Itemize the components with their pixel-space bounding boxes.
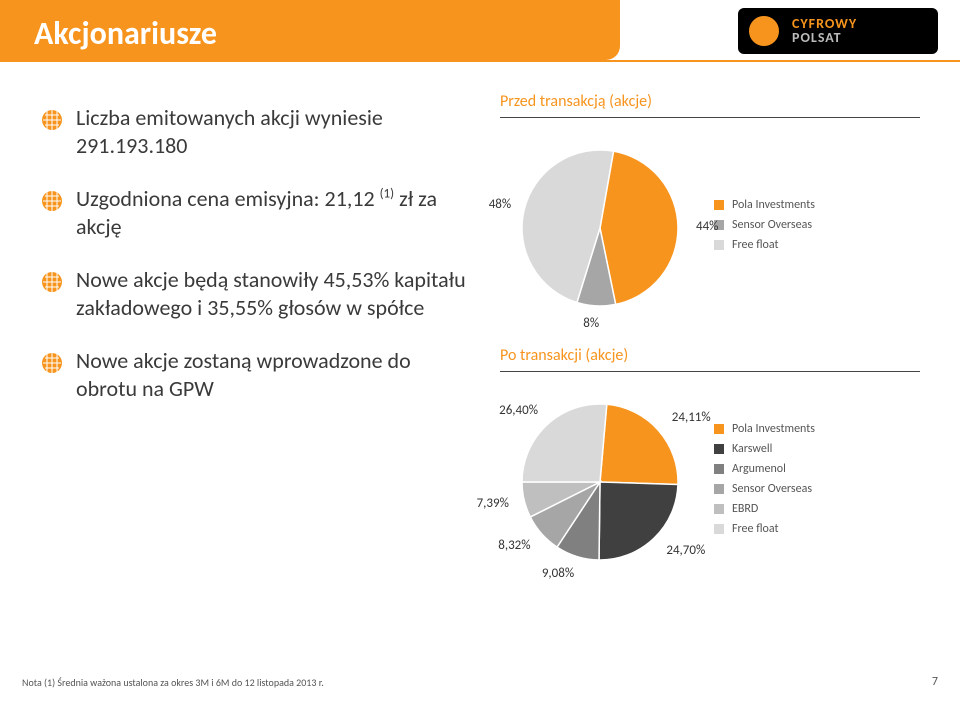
legend-item: Sensor Overseas [714,482,815,496]
pie-slice-label: 24,11% [672,410,711,425]
legend-label: Sensor Overseas [732,482,812,496]
slide: Akcjonariusze CYFROWY POLSAT Liczba emit… [0,0,960,707]
legend-item: Sensor Overseas [714,218,815,232]
pie-slice-label: 7,39% [477,496,509,511]
list-item: Liczba emitowanych akcji wyniesie 291.19… [40,104,470,159]
legend-swatch [714,444,724,454]
legend-swatch [714,464,724,474]
pie-slice-label: 8,32% [498,538,530,553]
legend-label: Sensor Overseas [732,218,812,232]
legend-swatch [714,200,724,210]
legend-item: Free float [714,522,815,536]
chart2-title: Po transakcji (akcje) [500,346,920,365]
legend-swatch [714,240,724,250]
chart2-area: 24,11%24,70%9,08%8,32%7,39%26,40% Pola I… [500,382,920,582]
bullet-icon [40,270,64,294]
page-title: Akcjonariusze [34,14,217,53]
legend-label: Free float [732,238,779,252]
charts-column: Przed transakcją (akcje) 44%8%48% Pola I… [500,92,920,600]
pie-slice-label: 44% [696,219,718,234]
globe-icon [744,11,784,51]
legend-label: Free float [732,522,779,536]
pie-slice [600,404,678,484]
bullet-text: Nowe akcje zostaną wprowadzone do obrotu… [76,347,470,402]
bullet-text: Nowe akcje będą stanowiły 45,53% kapitał… [76,266,470,321]
bullet-icon [40,108,64,132]
bullet-list: Liczba emitowanych akcji wyniesie 291.19… [40,104,470,428]
header-underline [0,60,960,62]
legend-swatch [714,504,724,514]
brand-logo: CYFROWY POLSAT [738,8,938,54]
legend-label: Pola Investments [732,198,815,212]
chart1-pie: 44%8%48% [500,128,700,328]
bullet-text: Uzgodniona cena emisyjna: 21,12 (1) zł z… [76,185,470,240]
legend-item: Karswell [714,442,815,456]
chart1-legend: Pola Investments Sensor Overseas Free floa… [714,198,815,258]
pie-slice-label: 26,40% [499,403,538,418]
pie-slice-label: 24,70% [666,543,705,558]
list-item: Nowe akcje zostaną wprowadzone do obrotu… [40,347,470,402]
bullet-text: Liczba emitowanych akcji wyniesie 291.19… [76,104,470,159]
legend-item: Pola Investments [714,422,815,436]
chart1-area: 44%8%48% Pola Investments Sensor Overseas… [500,128,920,328]
page-number: 7 [932,675,938,689]
chart2-underline [500,371,920,372]
chart2-legend: Pola Investments Karswell Argumenol Sensor … [714,422,815,542]
legend-label: Karswell [732,442,772,456]
legend-swatch [714,484,724,494]
pie-slice-label: 9,08% [542,566,574,581]
legend-item: Argumenol [714,462,815,476]
header: Akcjonariusze CYFROWY POLSAT [0,0,960,72]
legend-swatch [714,524,724,534]
legend-label: Pola Investments [732,422,815,436]
legend-item: Free float [714,238,815,252]
chart1-title: Przed transakcją (akcje) [500,92,920,111]
logo-line2: POLSAT [792,31,857,45]
legend-item: EBRD [714,502,815,516]
legend-swatch [714,424,724,434]
legend-label: EBRD [732,502,758,516]
footnote: Nota (1) Średnia ważona ustalona za okre… [22,676,324,689]
logo-text: CYFROWY POLSAT [792,17,857,45]
chart1-underline [500,117,920,118]
bullet-2-sup: (1) [380,187,394,202]
legend-item: Pola Investments [714,198,815,212]
bullet-2-a: Uzgodniona cena emisyjna: 21,12 [76,185,380,212]
pie-slice-label: 48% [489,197,511,212]
pie-slice-label: 8% [583,316,599,331]
chart2-pie: 24,11%24,70%9,08%8,32%7,39%26,40% [500,382,700,582]
bullet-icon [40,189,64,213]
bullet-icon [40,351,64,375]
legend-label: Argumenol [732,462,786,476]
list-item: Nowe akcje będą stanowiły 45,53% kapitał… [40,266,470,321]
list-item: Uzgodniona cena emisyjna: 21,12 (1) zł z… [40,185,470,240]
